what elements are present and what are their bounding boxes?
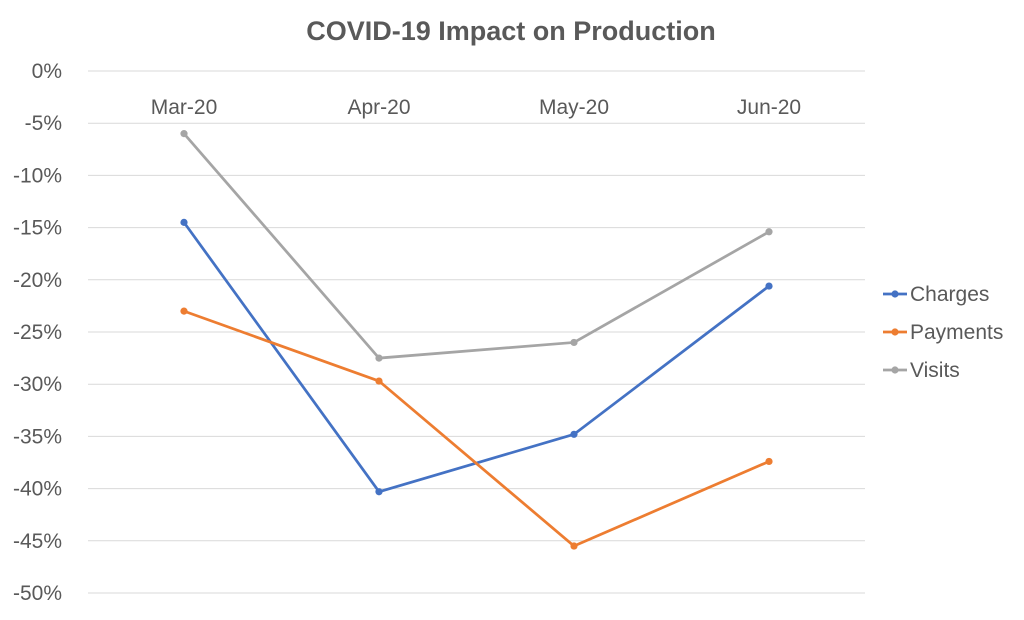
- legend-marker: [891, 290, 899, 298]
- series-line: [182, 309, 771, 548]
- y-tick-label: -40%: [13, 478, 62, 501]
- data-point: [765, 457, 773, 466]
- x-tick-label: Jun-20: [737, 96, 801, 119]
- data-point: [180, 307, 188, 315]
- data-point: [765, 228, 773, 236]
- legend-label: Payments: [910, 321, 1003, 344]
- legend-label: Charges: [910, 283, 989, 306]
- y-tick-label: -50%: [13, 582, 62, 605]
- series-payments: [180, 307, 773, 550]
- data-point: [570, 430, 578, 438]
- y-tick-label: -25%: [13, 321, 62, 344]
- data-point: [765, 282, 773, 290]
- series-lines: [180, 130, 773, 550]
- legend-marker: [891, 366, 899, 374]
- y-tick-label: -5%: [25, 112, 62, 135]
- y-tick-label: -20%: [13, 269, 62, 292]
- y-tick-label: -30%: [13, 373, 62, 396]
- series-line: [182, 221, 771, 494]
- gridlines: [88, 70, 865, 594]
- y-tick-label: -10%: [13, 164, 62, 187]
- data-point: [570, 338, 578, 347]
- data-point: [375, 377, 383, 385]
- series-charges: [180, 218, 773, 496]
- chart-title: COVID-19 Impact on Production: [306, 16, 716, 46]
- series-visits: [180, 130, 773, 362]
- data-point: [570, 542, 578, 550]
- data-point: [180, 218, 188, 226]
- x-tick-label: May-20: [539, 96, 609, 119]
- data-point: [375, 488, 383, 496]
- x-axis-tick-labels: Mar-20 Apr-20 May-20 Jun-20: [151, 96, 801, 119]
- data-point: [180, 130, 188, 138]
- legend-label: Visits: [910, 359, 960, 382]
- y-tick-label: -45%: [13, 530, 62, 553]
- x-tick-label: Apr-20: [347, 96, 410, 119]
- y-tick-label: -35%: [13, 425, 62, 448]
- y-axis-tick-labels: 0% -5% -10% -15% -20% -25% -30% -35% -40% -45% -50…: [13, 60, 62, 605]
- legend-marker: [891, 328, 899, 336]
- legend-item-charges: Charges: [883, 283, 989, 306]
- legend: Charges Payments Visits: [883, 283, 1003, 382]
- y-tick-label: -15%: [13, 217, 62, 240]
- series-line: [182, 132, 771, 360]
- y-tick-label: 0%: [32, 60, 62, 83]
- data-point: [375, 354, 383, 362]
- x-tick-label: Mar-20: [151, 96, 218, 119]
- legend-item-visits: Visits: [883, 359, 960, 382]
- legend-item-payments: Payments: [883, 321, 1003, 344]
